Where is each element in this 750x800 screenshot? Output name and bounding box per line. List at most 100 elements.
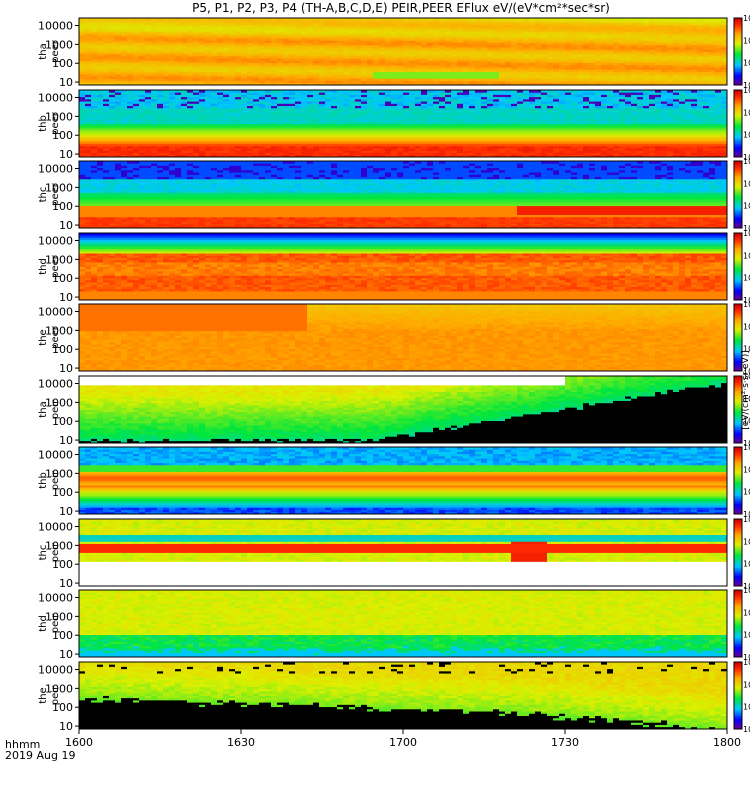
- heatmap-cell: [463, 128, 469, 131]
- heatmap-cell: [163, 49, 169, 52]
- heatmap-cell: [241, 135, 247, 138]
- heatmap-cell: [517, 121, 523, 124]
- heatmap-cell: [565, 36, 571, 39]
- heatmap-cell: [649, 49, 655, 52]
- heatmap-cell: [577, 63, 583, 66]
- heatmap-cell: [535, 36, 541, 39]
- heatmap-cell: [589, 56, 595, 59]
- heatmap-cell: [415, 69, 421, 72]
- heatmap-cell: [643, 49, 649, 52]
- heatmap-cell: [193, 22, 199, 25]
- heatmap-cell: [127, 43, 133, 46]
- heatmap-cell: [721, 141, 727, 144]
- heatmap-cell: [475, 135, 481, 138]
- heatmap-cell: [385, 43, 391, 46]
- heatmap-cell: [373, 121, 379, 124]
- heatmap-cell: [445, 29, 451, 32]
- heatmap-cell: [127, 128, 133, 131]
- heatmap-cell: [97, 63, 103, 66]
- heatmap-cell: [469, 135, 475, 138]
- heatmap-cell: [241, 128, 247, 131]
- heatmap-cell: [211, 135, 217, 138]
- heatmap-cell: [463, 49, 469, 52]
- heatmap-cell: [481, 49, 487, 52]
- heatmap-cell: [649, 135, 655, 138]
- heatmap-cell: [577, 69, 583, 72]
- heatmap-cell: [709, 148, 715, 151]
- heatmap-cell: [451, 56, 457, 59]
- heatmap-cell: [463, 63, 469, 66]
- heatmap-cell: [265, 135, 271, 138]
- heatmap-cell: [655, 36, 661, 39]
- heatmap-cell: [553, 49, 559, 52]
- heatmap-cell: [163, 148, 169, 151]
- heatmap-cell: [415, 76, 421, 79]
- heatmap-cell: [355, 63, 361, 66]
- heatmap-cell: [679, 56, 685, 59]
- heatmap-cell: [409, 29, 415, 32]
- heatmap-cell: [349, 49, 355, 52]
- heatmap-cell: [295, 128, 301, 131]
- heatmap-cell: [691, 49, 697, 52]
- heatmap-cell: [241, 43, 247, 46]
- heatmap-cell: [211, 29, 217, 32]
- heatmap-cell: [697, 56, 703, 59]
- heatmap-cell: [577, 49, 583, 52]
- heatmap-cell: [223, 56, 229, 59]
- heatmap-cell: [379, 43, 385, 46]
- heatmap-cell: [397, 22, 403, 25]
- heatmap-cell: [211, 128, 217, 131]
- heatmap-cell: [601, 49, 607, 52]
- heatmap-cell: [109, 29, 115, 32]
- heatmap-cell: [463, 56, 469, 59]
- heatmap-cell: [367, 148, 373, 151]
- heatmap-cell: [265, 128, 271, 131]
- heatmap-cell: [679, 135, 685, 138]
- heatmap-cell: [691, 69, 697, 72]
- heatmap-cell: [151, 148, 157, 151]
- heatmap-cell: [97, 29, 103, 32]
- heatmap-cell: [391, 76, 397, 79]
- heatmap-cell: [421, 22, 427, 25]
- heatmap-cell: [601, 128, 607, 131]
- heatmap-cell: [427, 63, 433, 66]
- heatmap-cell: [595, 135, 601, 138]
- heatmap-cell: [667, 22, 673, 25]
- heatmap-cell: [223, 29, 229, 32]
- heatmap-cell: [673, 22, 679, 25]
- heatmap-cell: [187, 76, 193, 79]
- heatmap-cell: [379, 36, 385, 39]
- heatmap-cell: [649, 128, 655, 131]
- heatmap-cell: [475, 29, 481, 32]
- heatmap-cell: [487, 141, 493, 144]
- heatmap-cell: [595, 69, 601, 72]
- heatmap-cell: [391, 128, 397, 131]
- heatmap-cell: [259, 22, 265, 25]
- heatmap-cell: [301, 43, 307, 46]
- heatmap-cell: [373, 135, 379, 138]
- heatmap-cell: [187, 135, 193, 138]
- heatmap-cell: [133, 29, 139, 32]
- heatmap-cell: [571, 49, 577, 52]
- heatmap-cell: [439, 76, 445, 79]
- heatmap-cell: [553, 128, 559, 131]
- heatmap-cell: [175, 141, 181, 144]
- heatmap-cell: [103, 148, 109, 151]
- colorbar-tick-label: 10⁶: [743, 36, 750, 45]
- heatmap-cell: [595, 63, 601, 66]
- heatmap-cell: [535, 49, 541, 52]
- heatmap-cell: [451, 121, 457, 124]
- heatmap-cell: [589, 148, 595, 151]
- heatmap-cell: [559, 29, 565, 32]
- heatmap-cell: [673, 141, 679, 144]
- heatmap-cell: [205, 69, 211, 72]
- heatmap-cell: [91, 43, 97, 46]
- heatmap-cell: [331, 76, 337, 79]
- heatmap-cell: [139, 76, 145, 79]
- heatmap-cell: [685, 128, 691, 131]
- heatmap-cell: [697, 128, 703, 131]
- heatmap-cell: [199, 43, 205, 46]
- heatmap-cell: [667, 128, 673, 131]
- heatmap-cell: [139, 22, 145, 25]
- heatmap-cell: [457, 29, 463, 32]
